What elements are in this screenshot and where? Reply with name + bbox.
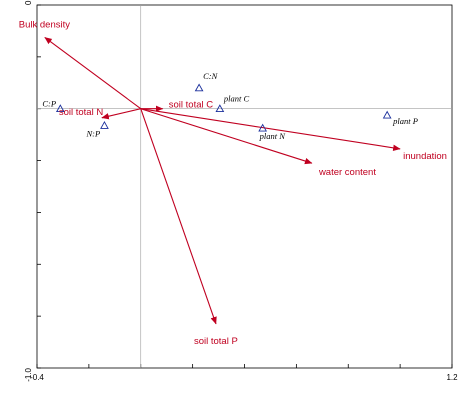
point-plant-p	[382, 110, 392, 119]
point-label-c-n: C:N	[203, 71, 219, 81]
arrow-label-inundation: inundation	[403, 151, 447, 162]
point-label-n-p: N:P	[85, 129, 100, 139]
arrow-inundation	[140, 108, 401, 151]
plot-frame	[36, 4, 453, 369]
y-tick-label: 0.4	[24, 0, 33, 5]
point-c-p	[55, 104, 65, 113]
point-plant-n	[258, 123, 268, 132]
point-c-n	[194, 83, 204, 92]
arrow-bulk-density	[44, 36, 142, 110]
x-tick-label: 1.2	[446, 373, 458, 382]
arrow-label-water-content: water content	[318, 167, 376, 178]
point-label-plant-c: plant C	[223, 94, 250, 104]
arrow-label-soil-total-n: soil total N	[59, 107, 103, 118]
arrow-soil-total-p	[140, 108, 217, 325]
point-label-plant-p: plant P	[392, 116, 418, 126]
arrow-soil-total-n	[101, 108, 141, 120]
point-label-plant-n: plant N	[259, 131, 287, 141]
arrow-water-content	[140, 108, 313, 165]
point-label-c-p: C:P	[42, 99, 56, 109]
arrow-label-bulk-density: Bulk density	[19, 19, 70, 30]
point-n-p	[100, 121, 109, 129]
x-tick-label: -0.4	[30, 373, 44, 382]
arrow-label-soil-total-c: soil total C	[169, 100, 213, 111]
arrow-label-soil-total-p: soil total P	[194, 336, 238, 347]
point-plant-c	[215, 104, 225, 113]
y-tick-label: -1.0	[24, 367, 33, 381]
